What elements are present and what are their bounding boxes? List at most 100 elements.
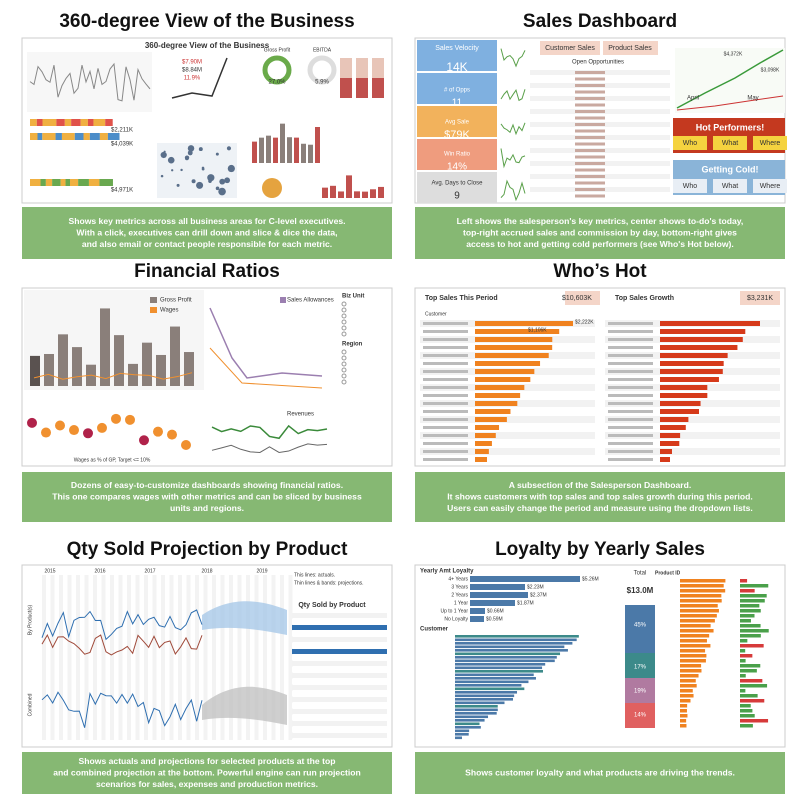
bar: [72, 347, 82, 386]
table-cell: [575, 90, 605, 94]
screenshot-label: May: [747, 96, 758, 102]
customer-bar: [455, 645, 565, 649]
screenshot-label: $8.84M: [182, 68, 202, 74]
screenshot-label: Customer: [425, 311, 447, 317]
revenue-line: [211, 424, 328, 440]
stack-bar: [30, 119, 37, 126]
product-bar: [680, 674, 699, 678]
sales-bar: [475, 425, 500, 430]
sales-bar: [475, 449, 489, 454]
bar: [308, 144, 313, 163]
screenshot-label: $5.26M: [582, 576, 599, 582]
var-bar: [740, 644, 764, 648]
growth-bar: [660, 409, 700, 414]
screenshot-label: 27.0%: [268, 80, 286, 86]
dashboard-screenshot: Top Sales This Period $10,603K Top Sales G…: [414, 287, 786, 467]
table-cell: [575, 194, 605, 198]
product-bar: [680, 714, 688, 718]
week-band: [67, 575, 72, 740]
customer-bar: [455, 712, 497, 715]
screenshot-label: $4,039K: [111, 142, 133, 148]
map-dot: [187, 150, 193, 156]
var-bar: [740, 684, 768, 688]
screenshot-label: Top Sales This Period: [425, 295, 498, 302]
week-band: [203, 575, 208, 740]
list-row: [292, 643, 387, 648]
sales-bar: [475, 377, 531, 382]
screenshot-label: 45%: [634, 623, 647, 629]
stack-bar: [80, 119, 88, 126]
customer-bar: [455, 726, 481, 729]
screenshot-label: Customer Sales: [545, 45, 595, 52]
row-label: [423, 410, 468, 413]
row-label: [608, 362, 653, 365]
screenshot-label: Wages as % of GP, Target <= 10%: [74, 457, 151, 463]
panel-title: Who’s Hot: [553, 261, 647, 282]
var-bar: [740, 659, 746, 663]
button: [713, 136, 747, 150]
screenshot-label: 2 Years: [451, 592, 468, 598]
list-row: [292, 673, 387, 678]
caption-line: Left shows the salesperson's key metrics…: [457, 216, 744, 226]
stack-bar: [71, 119, 81, 126]
growth-bar: [660, 361, 724, 366]
screenshot-label: April: [687, 96, 699, 102]
total-seg: [625, 653, 655, 678]
bar: [346, 175, 352, 198]
product-bar: [680, 719, 687, 723]
map-dot: [191, 179, 196, 184]
radio: [341, 313, 347, 319]
caption-bg: [22, 472, 392, 522]
product-bar: [680, 689, 693, 693]
stack-bar: [42, 119, 57, 126]
map-dot: [215, 152, 219, 156]
growth-bar: [660, 401, 701, 406]
var-bar: [740, 599, 765, 603]
row-bg: [605, 424, 780, 431]
row-label: [423, 322, 468, 325]
list-row: [292, 649, 387, 654]
sales-bar: [475, 401, 518, 406]
var-bar: [740, 579, 748, 583]
caption-line: and combined projection at the bottom. P…: [53, 767, 360, 777]
product-bar: [680, 669, 702, 673]
growth-bar: [660, 337, 743, 342]
screenshot-label: Wages: [160, 308, 178, 314]
customer-bar: [455, 701, 505, 705]
stack-bar: [78, 179, 89, 186]
customer-bar: [455, 677, 536, 680]
week-band: [152, 575, 157, 740]
table-cell: [575, 129, 605, 133]
screenshot-label: Avg. Days to Close: [432, 181, 484, 187]
map-dot: [160, 174, 164, 178]
var-bar: [740, 634, 761, 638]
proj-band: [202, 686, 287, 725]
customer-bar: [455, 729, 470, 733]
stack-bar: [55, 133, 62, 140]
row-label: [608, 418, 653, 421]
screenshot-label: Getting Cold!: [702, 164, 759, 174]
list-row: [292, 619, 387, 624]
screenshot-label: Product Sales: [608, 45, 652, 52]
screenshot-label: $2,222K: [575, 319, 594, 325]
tab: [603, 41, 658, 55]
caption-bg: [22, 752, 392, 794]
screenshot-label: Revenues: [287, 412, 314, 418]
row-label: [608, 330, 653, 333]
var-bar: [740, 589, 755, 593]
allowance-line: [209, 307, 323, 379]
map-dot: [171, 169, 174, 172]
button: [753, 179, 787, 193]
gauge: [307, 55, 337, 85]
customer-bar: [455, 659, 555, 663]
sales-bar: [475, 321, 573, 326]
bar: [294, 137, 299, 163]
screenshot-label: Qty Sold by Product: [298, 602, 366, 609]
panel-title: 360-degree View of the Business: [59, 11, 354, 32]
row-label: [423, 354, 468, 357]
table-cell: [575, 175, 605, 178]
list-row: [292, 631, 387, 636]
screenshot-label: Yearly Amt Loyalty: [420, 569, 474, 575]
legend-swatch: [280, 297, 286, 303]
map-dot: [160, 151, 167, 159]
